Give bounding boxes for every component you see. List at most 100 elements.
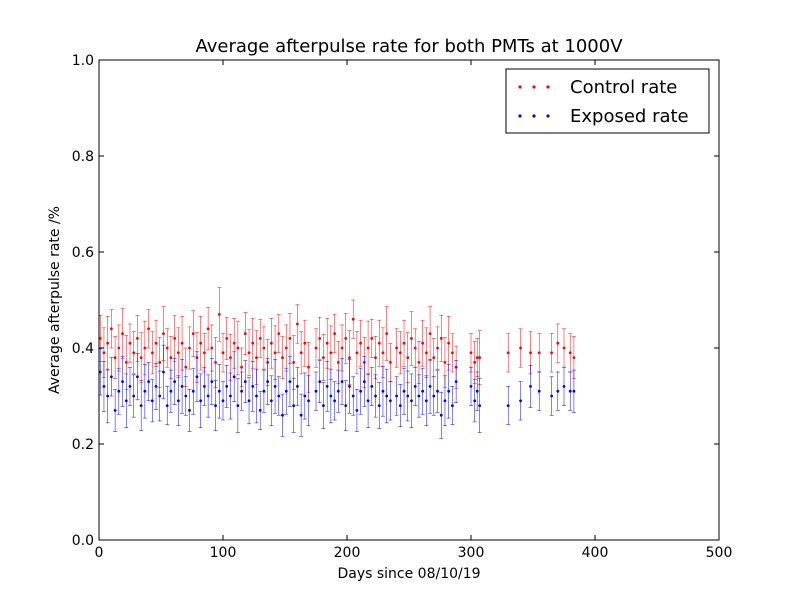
data-point: [210, 380, 214, 383]
data-point: [359, 341, 363, 345]
data-point: [113, 409, 117, 412]
legend: Control rate Exposed rate: [505, 68, 710, 134]
data-point: [188, 409, 191, 412]
data-point: [572, 389, 576, 393]
data-point: [106, 394, 110, 398]
data-point: [243, 380, 247, 383]
data-point: [188, 346, 191, 350]
x-tick-label: 100: [210, 545, 237, 561]
data-point: [562, 346, 566, 350]
data-point: [121, 332, 124, 335]
data-point: [258, 337, 262, 340]
data-point: [147, 327, 151, 331]
data-point: [199, 399, 203, 403]
data-point: [537, 351, 541, 355]
plot-frame: [98, 59, 720, 541]
data-point: [366, 346, 370, 350]
data-point: [277, 332, 281, 335]
data-point: [269, 341, 273, 345]
data-point: [417, 361, 421, 364]
data-point: [454, 380, 458, 383]
data-point: [98, 337, 102, 340]
data-point: [180, 341, 184, 345]
data-point: [436, 346, 439, 350]
data-point: [355, 409, 359, 412]
legend-box: [505, 68, 710, 134]
data-point: [381, 389, 385, 393]
data-point: [121, 380, 124, 383]
data-point: [447, 389, 451, 393]
data-point: [277, 394, 281, 398]
legend-marker: [532, 114, 536, 118]
data-point: [307, 399, 310, 403]
data-point: [240, 365, 244, 369]
data-point: [214, 361, 217, 364]
x-axis-label: Days since 08/10/19: [337, 566, 480, 582]
data-point: [389, 361, 392, 364]
data-point: [351, 317, 355, 321]
data-point: [318, 337, 322, 340]
data-point: [385, 394, 389, 398]
data-point: [247, 351, 251, 355]
plot-area: [98, 287, 576, 439]
data-point: [299, 351, 303, 355]
data-point: [410, 337, 413, 340]
x-tick-label: 500: [706, 545, 733, 561]
data-point: [232, 341, 236, 345]
data-point: [221, 399, 225, 403]
data-point: [184, 394, 188, 398]
data-point: [154, 341, 158, 345]
data-point: [424, 399, 428, 403]
data-point: [473, 361, 477, 364]
data-point: [180, 385, 184, 388]
series-control: [98, 287, 576, 393]
data-point: [402, 389, 406, 393]
data-point: [568, 389, 572, 393]
data-point: [158, 361, 162, 364]
data-point: [136, 337, 139, 340]
data-point: [165, 346, 169, 350]
data-point: [98, 370, 102, 374]
data-point: [269, 399, 273, 403]
data-point: [398, 404, 402, 407]
data-point: [348, 385, 351, 388]
data-point: [247, 399, 251, 403]
data-point: [519, 399, 522, 403]
data-point: [329, 394, 333, 398]
data-point: [424, 351, 428, 355]
data-point: [475, 389, 479, 393]
data-point: [251, 385, 255, 388]
data-point: [314, 389, 318, 393]
data-point: [203, 351, 206, 355]
data-point: [139, 404, 143, 407]
y-axis-label: Average afterpulse rate /%: [47, 206, 63, 394]
data-point: [432, 356, 436, 359]
legend-marker: [518, 114, 522, 118]
data-point: [232, 375, 236, 379]
x-tick-label: 200: [334, 545, 361, 561]
data-point: [395, 346, 398, 350]
data-point: [303, 394, 307, 398]
data-point: [128, 341, 132, 345]
data-point: [475, 356, 479, 359]
x-tick-label: 400: [582, 545, 609, 561]
data-point: [340, 346, 344, 350]
data-point: [303, 341, 307, 345]
data-point: [322, 404, 325, 407]
data-point: [255, 394, 258, 398]
data-point: [299, 413, 303, 417]
data-point: [165, 404, 169, 407]
data-point: [195, 375, 199, 379]
data-point: [225, 337, 229, 340]
data-point: [176, 351, 180, 355]
data-point: [314, 346, 318, 350]
data-point: [162, 332, 165, 335]
data-point: [150, 351, 154, 355]
data-point: [132, 351, 136, 355]
data-point: [443, 399, 447, 403]
data-point: [402, 341, 406, 345]
data-point: [336, 361, 340, 364]
series-exposed: [98, 344, 576, 439]
data-point: [110, 327, 113, 331]
data-point: [258, 409, 262, 412]
